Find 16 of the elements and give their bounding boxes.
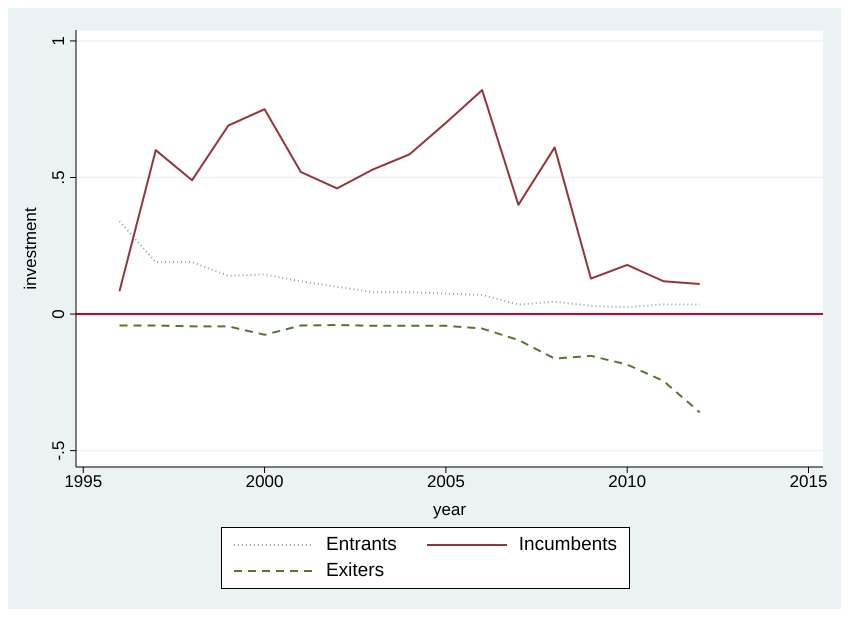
x-tick-label: 2010 bbox=[608, 472, 646, 492]
legend-label: Entrants bbox=[326, 534, 397, 556]
y-axis-title: investment bbox=[21, 207, 40, 290]
x-tick-label: 1995 bbox=[64, 472, 102, 492]
x-axis-title: year bbox=[432, 500, 466, 519]
x-tick-label: 2015 bbox=[790, 472, 828, 492]
x-tick-label: 2005 bbox=[426, 472, 465, 492]
y-tick-label: .5 bbox=[49, 170, 68, 185]
y-tick-label: -.5 bbox=[49, 440, 68, 461]
legend-label: Incumbents bbox=[518, 534, 617, 556]
line-series bbox=[118, 324, 701, 414]
y-tick-label: 0 bbox=[49, 309, 68, 319]
x-tick-label: 2000 bbox=[246, 472, 284, 492]
y-tick-label: 1 bbox=[49, 36, 68, 46]
legend-label: Exiters bbox=[326, 560, 384, 582]
line-series bbox=[118, 89, 701, 292]
